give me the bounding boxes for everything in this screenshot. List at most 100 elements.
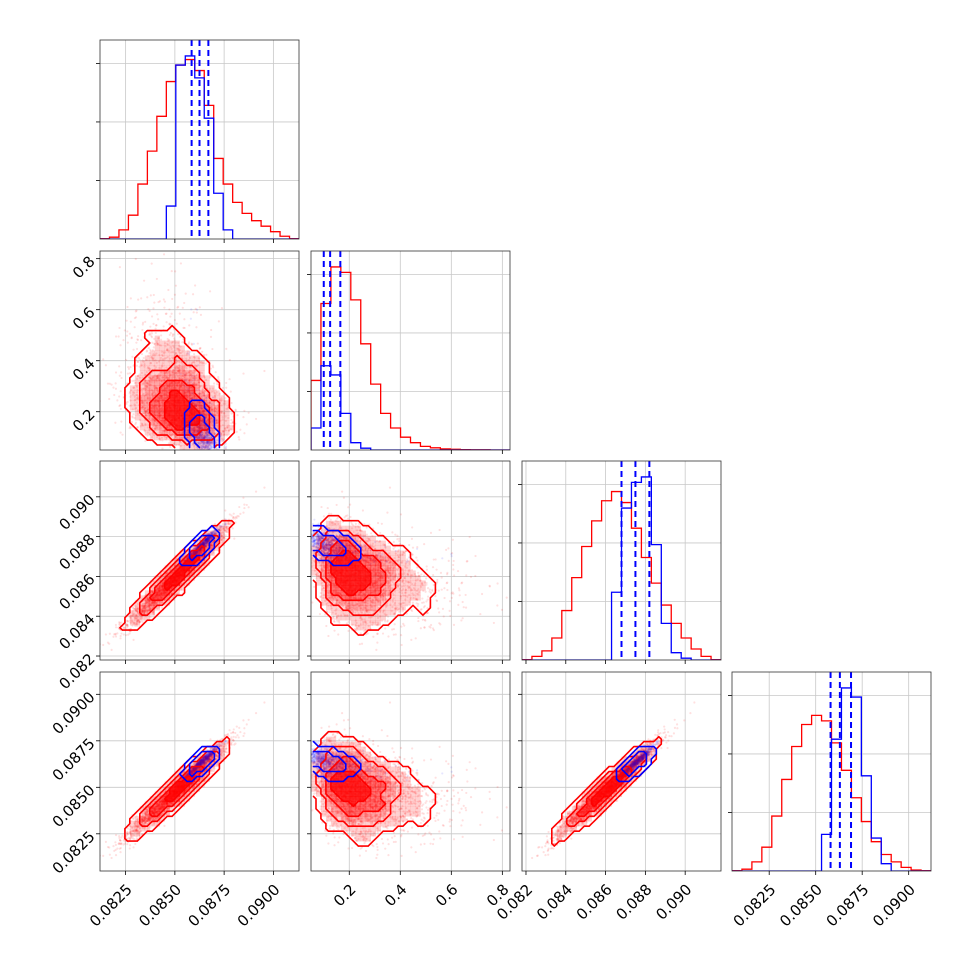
point-red-663: [177, 332, 180, 336]
point-red-2536: [236, 414, 239, 417]
point-red-781: [160, 334, 163, 337]
point-red-1177: [188, 341, 191, 344]
point-red-270: [145, 350, 148, 353]
point-red-808: [201, 362, 204, 365]
point-red-1522: [135, 341, 138, 344]
point-red-164: [190, 361, 194, 365]
point-red-1002: [140, 422, 143, 425]
point-red-732: [145, 385, 148, 388]
point-red-1021: [147, 308, 150, 311]
point-red-929: [189, 373, 192, 376]
density-cell-3682: [169, 405, 175, 411]
point-red-599: [179, 371, 183, 374]
density-cell-3698: [154, 410, 160, 416]
point-red-1272: [230, 401, 233, 405]
point-red-157: [157, 337, 160, 340]
point-red-293: [140, 387, 143, 390]
point-red-709: [219, 400, 223, 403]
density-cell-3542: [194, 360, 200, 366]
point-red-269: [141, 390, 144, 394]
point-red-2052: [234, 409, 237, 412]
point-red-885: [211, 387, 215, 390]
point-red-1686: [120, 420, 123, 423]
point-red-1182: [141, 323, 144, 326]
point-red-17: [157, 422, 160, 425]
point-red-2408: [134, 257, 137, 261]
point-red-1262: [158, 353, 161, 357]
point-red-1042: [166, 343, 169, 346]
density-cell-3515: [164, 350, 170, 356]
point-red-820: [191, 442, 194, 446]
point-red-1510: [188, 324, 191, 327]
density-cell-3556: [199, 365, 205, 371]
point-red-456: [160, 436, 164, 439]
point-red-401: [230, 418, 233, 422]
point-red-464: [135, 385, 139, 388]
point-red-10: [172, 372, 175, 376]
point-red-421: [178, 370, 181, 373]
point-red-1200: [126, 305, 129, 309]
density-cell-3683: [174, 405, 180, 411]
point-red-395: [223, 400, 226, 403]
density-cell-3684: [179, 405, 185, 411]
density-cell-3653: [219, 395, 225, 401]
point-red-1294: [225, 386, 228, 389]
point-red-2529: [176, 306, 179, 309]
point-red-1043: [243, 409, 246, 412]
point-red-176: [213, 433, 216, 436]
density-cell-3705: [189, 410, 195, 416]
point-red-771: [204, 389, 207, 392]
point-red-452: [140, 396, 143, 399]
point-red-775: [193, 369, 197, 373]
density-cell-3503: [164, 340, 170, 346]
point-red-477: [134, 423, 137, 426]
point-red-450: [221, 416, 224, 419]
point-red-226: [153, 427, 156, 430]
density-cell-3528: [184, 355, 190, 361]
point-red-376: [210, 408, 214, 411]
point-red-632: [122, 339, 125, 342]
density-cell-3635: [129, 395, 136, 401]
point-red-214: [128, 390, 131, 394]
point-red-4444: [224, 509, 227, 512]
point-red-21: [146, 349, 149, 352]
point-red-972: [160, 380, 163, 383]
point-red-710: [189, 371, 192, 375]
point-red-2395: [118, 266, 121, 269]
point-red-112: [188, 378, 191, 382]
point-red-550: [177, 344, 181, 347]
point-red-1605: [239, 428, 242, 431]
point-red-1612: [119, 431, 122, 434]
point-red-327: [128, 392, 131, 395]
point-red-1643: [123, 329, 126, 332]
point-red-1312: [160, 379, 163, 383]
point-red-859: [226, 425, 229, 428]
point-red-1055: [165, 438, 168, 441]
point-red-221: [228, 358, 231, 362]
density-cell-3519: [184, 350, 190, 356]
density-cell-3659: [154, 400, 160, 406]
point-red-69: [185, 372, 188, 375]
point-red-25: [147, 375, 150, 379]
point-red-1544: [173, 293, 177, 296]
point-red-1039: [163, 371, 166, 374]
point-red-554: [144, 423, 147, 426]
point-red-801: [172, 369, 175, 372]
point-red-851: [165, 436, 168, 439]
point-red-246: [165, 370, 168, 374]
point-red-1095: [167, 338, 171, 342]
point-red-1598: [146, 296, 149, 299]
point-blue-3428: [224, 445, 228, 448]
point-red-117: [210, 411, 214, 414]
density-cell-3611: [184, 385, 190, 391]
density-cell-3504: [169, 340, 175, 346]
point-red-86: [154, 392, 158, 395]
point-red-680: [217, 376, 220, 379]
point-red-1185: [164, 351, 167, 354]
point-red-481: [188, 369, 192, 372]
point-red-256: [148, 389, 151, 392]
point-red-445: [141, 401, 144, 405]
point-red-2: [208, 376, 212, 379]
point-red-20: [192, 377, 195, 380]
point-red-47: [220, 411, 223, 414]
